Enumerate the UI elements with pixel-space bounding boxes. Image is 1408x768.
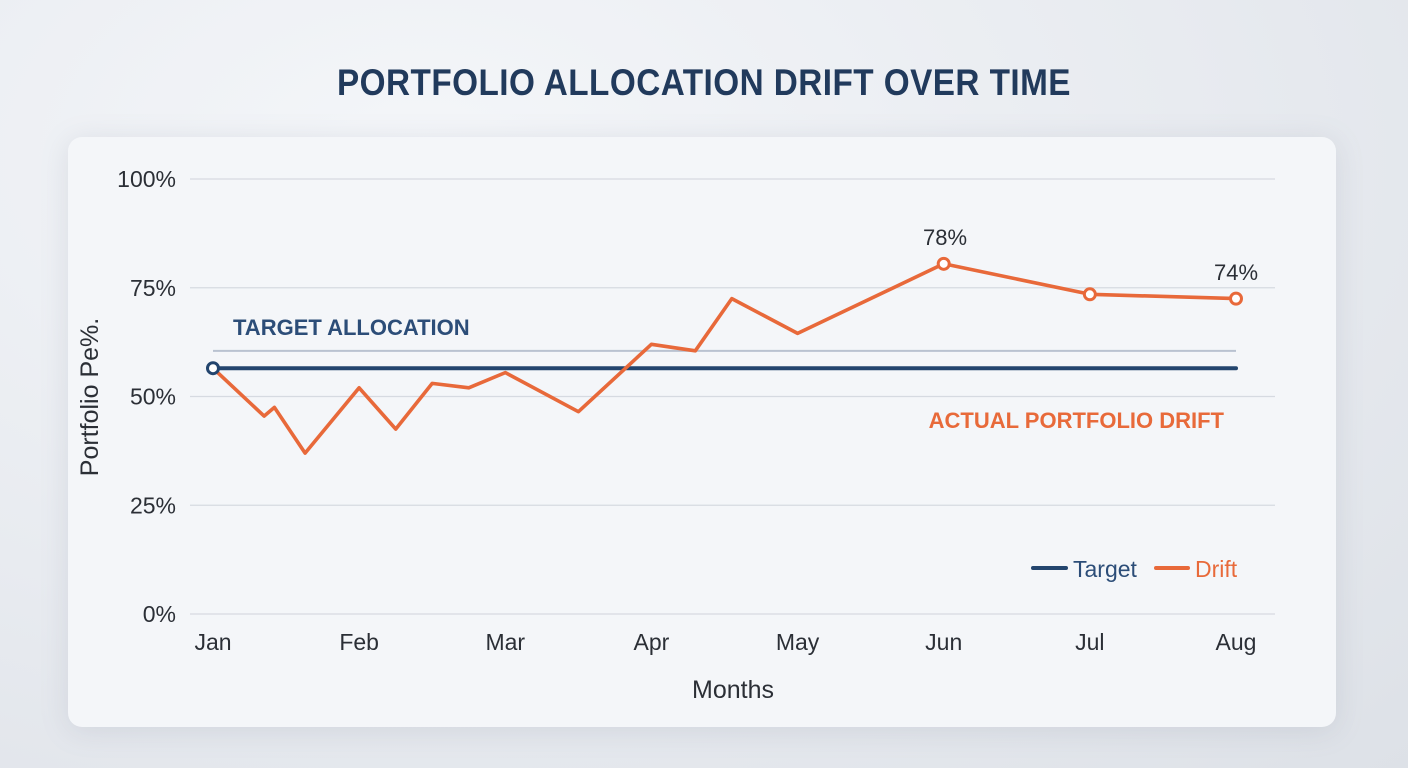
y-tick-label-2: 50% xyxy=(130,384,176,410)
x-axis-ticks: Jan Feb Mar Apr May Jun Jul Aug xyxy=(194,629,1256,655)
x-axis-label: Months xyxy=(692,676,774,704)
data-label-peak: 78% xyxy=(923,225,967,250)
marker-drift-16 xyxy=(1229,291,1243,306)
y-axis-label: Portfolio Pe%. xyxy=(76,318,104,476)
chart-card xyxy=(68,137,1336,727)
x-tick-label-jun: Jun xyxy=(925,629,962,655)
x-tick-label-mar: Mar xyxy=(485,629,525,655)
annotation-target-allocation: TARGET ALLOCATION xyxy=(233,315,470,340)
legend-label-target: Target xyxy=(1073,556,1138,582)
y-tick-label-0: 0% xyxy=(143,601,176,627)
x-tick-label-apr: Apr xyxy=(634,629,670,655)
marker-drift-15 xyxy=(1082,287,1097,302)
y-axis-ticks: 0% 25% 50% 75% 100% xyxy=(117,166,176,627)
chart-title: PORTFOLIO ALLOCATION DRIFT OVER TIME xyxy=(337,62,1071,103)
x-tick-label-jul: Jul xyxy=(1075,629,1104,655)
x-tick-label-may: May xyxy=(776,629,820,655)
data-label-end: 74% xyxy=(1214,260,1258,285)
series-lines xyxy=(211,261,1238,455)
annotation-actual-drift: ACTUAL PORTFOLIO DRIFT xyxy=(929,408,1225,433)
x-tick-label-aug: Aug xyxy=(1216,629,1257,655)
x-tick-label-feb: Feb xyxy=(339,629,379,655)
y-tick-label-4: 100% xyxy=(117,166,176,192)
legend-label-drift: Drift xyxy=(1195,556,1238,582)
legend: Target Drift xyxy=(1031,556,1238,582)
grid-lines xyxy=(190,178,1275,615)
marker-drift-14 xyxy=(936,256,951,271)
series-line-drift xyxy=(211,261,1238,455)
x-tick-label-jan: Jan xyxy=(194,629,231,655)
series-markers xyxy=(206,256,1243,376)
y-tick-label-3: 75% xyxy=(130,275,176,301)
marker-target-0 xyxy=(206,361,220,376)
y-tick-label-1: 25% xyxy=(130,492,176,518)
